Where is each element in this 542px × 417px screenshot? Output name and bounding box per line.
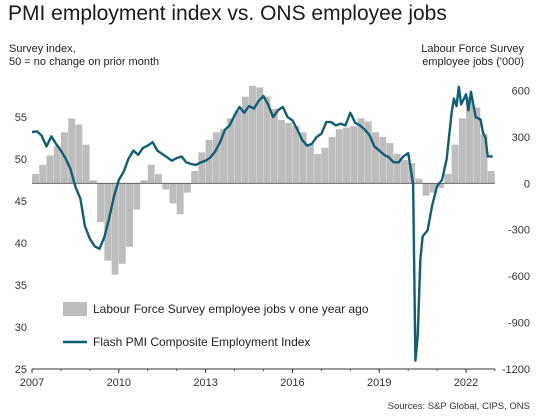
bar-22 [191, 170, 199, 184]
bar-42 [335, 129, 343, 184]
bar-51 [400, 160, 408, 184]
left-tick-label-3: 40 [15, 238, 27, 250]
bar-40 [321, 147, 329, 184]
right-tick-label-3: -300 [508, 225, 530, 237]
bar-49 [386, 143, 394, 184]
bar-18 [162, 183, 170, 190]
bar-0 [32, 174, 39, 184]
right-tick-label-4: 0 [524, 178, 530, 190]
bar-27 [227, 118, 235, 184]
pmi-line [31, 85, 493, 362]
right-axis-title: Labour Force Survey employee jobs ('000) [421, 43, 524, 69]
legend: Labour Force Survey employee jobs v one … [63, 302, 369, 349]
chart-title: PMI employment index vs. ONS employee jo… [8, 2, 447, 25]
right-axis-title-line-2: employee jobs ('000) [422, 56, 524, 68]
right-tick-label-5: 300 [512, 132, 530, 144]
bar-5 [68, 118, 76, 184]
legend-bar-swatch [63, 302, 87, 316]
bar-38 [306, 144, 314, 184]
bar-12 [118, 183, 126, 264]
bar-19 [169, 183, 177, 204]
axes: 2007 2010 2013 2016 2019 2022 25 30 35 40 45 50 55 -1… [15, 85, 530, 389]
bar-13 [126, 183, 133, 247]
bar-6 [75, 124, 83, 184]
bar-41 [328, 136, 336, 184]
bar-15 [140, 180, 148, 184]
bar-23 [198, 152, 206, 184]
bar-2 [46, 155, 54, 184]
bar-9 [97, 183, 105, 222]
left-axis-title-line-2: 50 = no change on prior month [9, 56, 160, 68]
bar-17 [154, 174, 162, 184]
bar-1 [39, 164, 47, 184]
bar-28 [234, 110, 242, 184]
left-tick-label-2: 35 [15, 280, 27, 292]
bar-series [32, 85, 495, 275]
bar-7 [82, 144, 90, 184]
bar-55 [429, 183, 437, 193]
bar-56 [437, 183, 445, 188]
source-note: Sources: S&P Global, CIPS, ONS [387, 401, 530, 412]
bar-24 [205, 139, 213, 184]
bar-39 [314, 153, 322, 184]
bar-53 [415, 178, 423, 184]
left-tick-label-1: 30 [15, 322, 27, 334]
right-tick-label-2: -600 [508, 271, 530, 283]
left-axis-title: Survey index, 50 = no change on prior mo… [9, 43, 159, 69]
bar-57 [444, 174, 452, 184]
legend-bar-label: Labour Force Survey employee jobs v one … [93, 302, 369, 316]
bar-43 [343, 127, 351, 184]
bar-11 [111, 183, 119, 275]
bar-26 [220, 129, 228, 184]
bar-34 [277, 119, 285, 184]
bar-14 [133, 183, 141, 210]
bar-59 [458, 118, 466, 184]
bar-50 [393, 153, 401, 184]
bar-48 [379, 136, 387, 184]
x-tick-label-2: 2013 [193, 377, 217, 389]
bar-47 [372, 132, 379, 184]
line-series [31, 85, 493, 362]
left-tick-label-0: 25 [15, 364, 27, 376]
bar-58 [451, 144, 459, 184]
bar-36 [292, 126, 300, 184]
bar-62 [480, 133, 488, 184]
bar-54 [422, 183, 430, 196]
bar-44 [350, 126, 358, 184]
bar-61 [473, 107, 481, 184]
right-tick-label-1: -900 [508, 318, 530, 330]
bar-33 [270, 109, 278, 184]
right-axis-title-line-1: Labour Force Survey [421, 43, 524, 55]
x-tick-label-4: 2019 [367, 377, 391, 389]
bar-30 [249, 85, 256, 184]
left-axis-title-line-1: Survey index, [9, 43, 76, 55]
x-tick-label-0: 2007 [20, 377, 44, 389]
bar-46 [364, 121, 372, 184]
x-tick-label-5: 2022 [454, 377, 478, 389]
bar-16 [147, 164, 155, 184]
bar-25 [212, 132, 220, 184]
bar-31 [256, 87, 264, 184]
bar-21 [183, 183, 191, 193]
legend-line-label: Flash PMI Composite Employment Index [93, 335, 310, 349]
bar-20 [176, 183, 184, 215]
left-tick-label-6: 55 [15, 112, 27, 124]
bar-60 [466, 96, 473, 184]
bar-45 [357, 118, 365, 184]
bar-37 [299, 132, 307, 184]
bar-8 [89, 180, 97, 184]
left-tick-label-4: 45 [15, 196, 27, 208]
bar-29 [241, 96, 249, 184]
bar-35 [285, 122, 293, 184]
right-tick-label-6: 600 [512, 85, 530, 97]
left-tick-label-5: 50 [15, 154, 27, 166]
bar-63 [487, 170, 495, 184]
x-tick-label-1: 2010 [107, 377, 131, 389]
bar-3 [53, 146, 61, 184]
right-tick-label-0: -1200 [502, 364, 530, 376]
x-tick-label-3: 2016 [280, 377, 304, 389]
bar-32 [263, 96, 271, 184]
